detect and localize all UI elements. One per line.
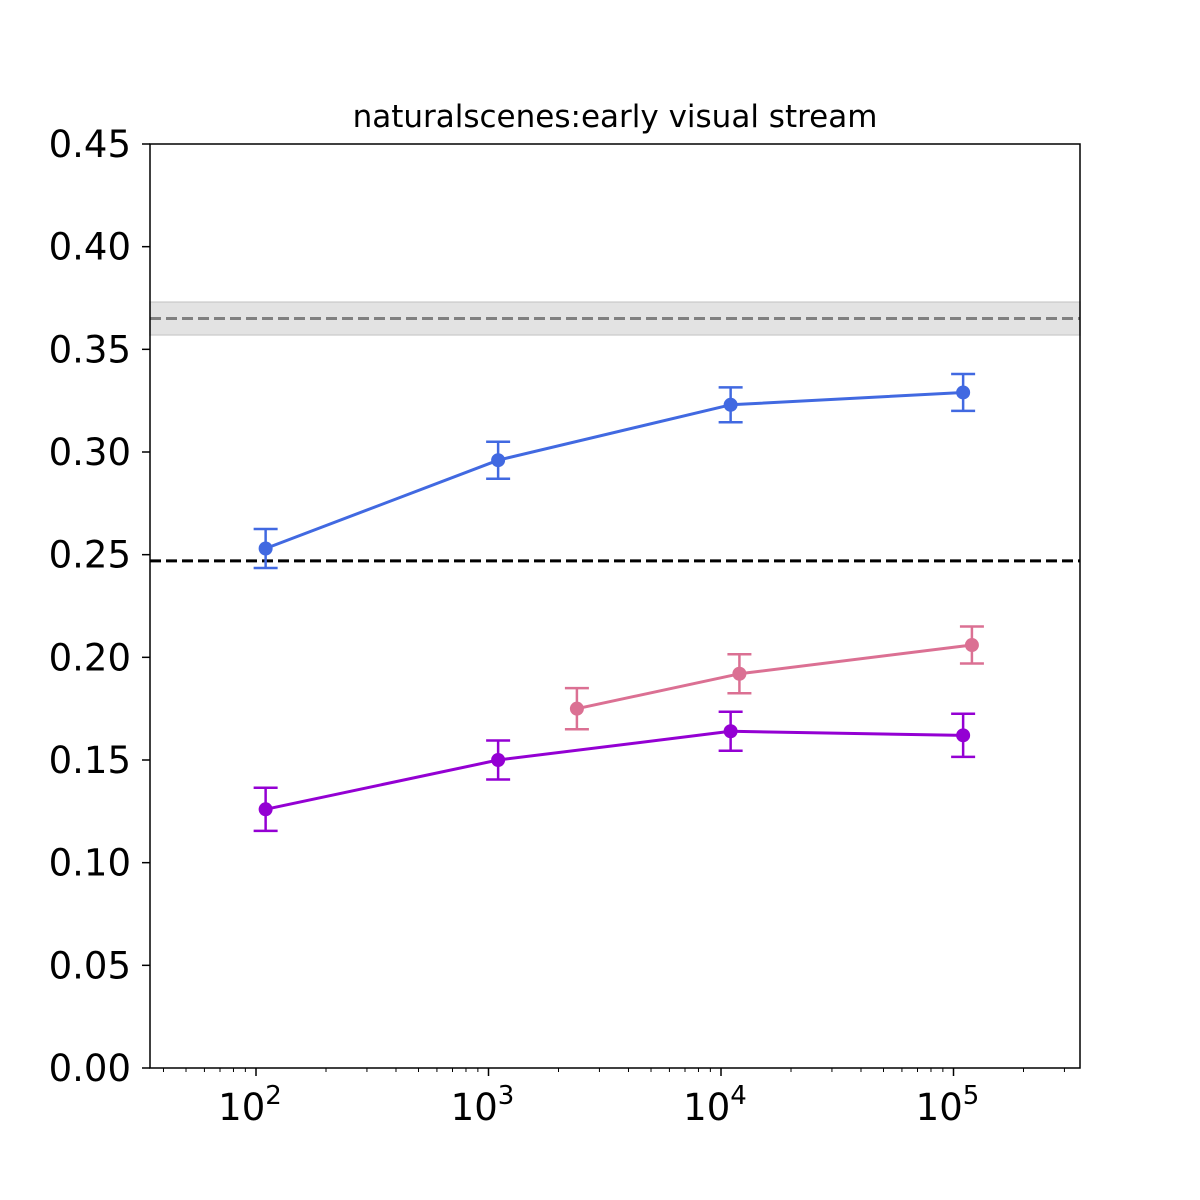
y-tick-label-4: 0.20: [49, 636, 131, 679]
y-tick-label-7: 0.35: [49, 328, 131, 371]
series-layer: [253, 372, 984, 833]
data-point-2-0: [258, 802, 273, 817]
x-tick-label-0: 102: [218, 1081, 282, 1129]
y-tick-label-0: 0.00: [49, 1047, 131, 1090]
y-tick-label-5: 0.25: [49, 534, 131, 577]
chart-title: naturalscenes:early visual stream: [353, 99, 878, 135]
y-tick-label-8: 0.40: [49, 226, 131, 269]
data-point-2-1: [491, 753, 506, 767]
x-tick-label-2: 104: [683, 1081, 747, 1129]
y-tick-label-2: 0.10: [49, 842, 131, 885]
series-line-1: [576, 643, 973, 711]
data-point-2-3: [956, 728, 971, 743]
x-tick-label-1: 103: [451, 1081, 515, 1129]
data-point-1-2: [964, 638, 979, 653]
data-point-1-1: [732, 666, 747, 681]
series-line-2: [265, 729, 964, 811]
x-tick-label-3: 105: [916, 1081, 980, 1129]
data-point-0-3: [956, 385, 971, 400]
data-point-0-2: [723, 397, 738, 412]
y-tick-label-9: 0.45: [49, 123, 131, 166]
axes: 0.00 0.05 0.10 0.15 0.20 0.25 0.30 0.35 0.40 0.45…: [49, 123, 1081, 1129]
y-tick-label-6: 0.30: [49, 431, 131, 474]
data-point-0-1: [491, 453, 506, 468]
plot-frame: [149, 143, 1081, 1069]
series-line-0: [265, 391, 964, 550]
y-tick-label-3: 0.15: [49, 739, 131, 782]
data-point-0-0: [258, 541, 273, 556]
data-point-1-0: [569, 701, 584, 716]
data-point-2-2: [723, 724, 738, 739]
y-tick-label-1: 0.05: [49, 944, 131, 987]
reference-lines: [150, 317, 1080, 563]
